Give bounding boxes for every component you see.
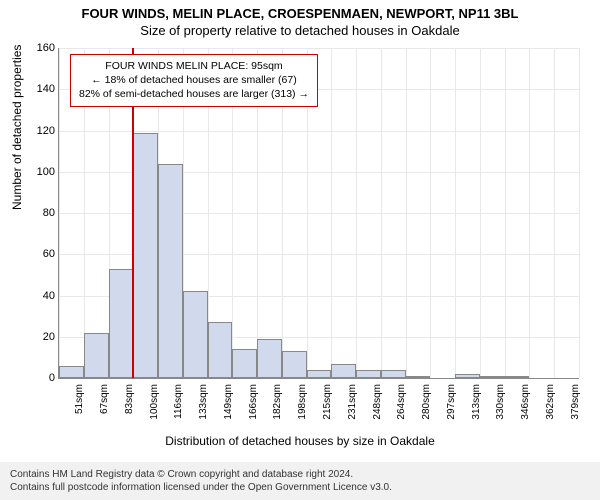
ytick-label: 160 <box>25 42 55 54</box>
histogram-bar <box>282 351 307 378</box>
histogram-bar <box>455 374 480 378</box>
histogram-bar <box>356 370 381 378</box>
ytick-label: 0 <box>25 372 55 384</box>
gridline-v <box>331 48 332 378</box>
histogram-bar <box>257 339 282 378</box>
xtick-label: 67sqm <box>99 384 110 434</box>
xtick-label: 248sqm <box>372 384 383 434</box>
xtick-label: 362sqm <box>545 384 556 434</box>
histogram-bar <box>158 164 183 379</box>
histogram-bar <box>109 269 134 378</box>
xtick-label: 313sqm <box>471 384 482 434</box>
gridline-v <box>480 48 481 378</box>
ytick-label: 120 <box>25 125 55 137</box>
gridline-v <box>406 48 407 378</box>
histogram-bar <box>84 333 109 378</box>
gridline-v <box>505 48 506 378</box>
histogram-bar <box>208 322 233 378</box>
chart-container: FOUR WINDS, MELIN PLACE, CROESPENMAEN, N… <box>0 0 600 500</box>
xtick-label: 330sqm <box>495 384 506 434</box>
gridline-v <box>529 48 530 378</box>
xtick-label: 231sqm <box>347 384 358 434</box>
xtick-label: 346sqm <box>520 384 531 434</box>
xtick-label: 198sqm <box>297 384 308 434</box>
ytick-label: 20 <box>25 331 55 343</box>
info-line-1: FOUR WINDS MELIN PLACE: 95sqm <box>79 59 309 73</box>
xtick-label: 215sqm <box>322 384 333 434</box>
xtick-label: 379sqm <box>570 384 581 434</box>
ytick-label: 40 <box>25 290 55 302</box>
ytick-label: 60 <box>25 248 55 260</box>
info-line-2: ← 18% of detached houses are smaller (67… <box>79 73 309 87</box>
ytick-label: 80 <box>25 207 55 219</box>
xtick-label: 51sqm <box>74 384 85 434</box>
ytick-label: 100 <box>25 166 55 178</box>
xtick-label: 166sqm <box>248 384 259 434</box>
histogram-bar <box>331 364 356 378</box>
xtick-label: 264sqm <box>396 384 407 434</box>
footer: Contains HM Land Registry data © Crown c… <box>0 462 600 500</box>
y-axis-label: Number of detached properties <box>10 45 24 210</box>
gridline-v <box>59 48 60 378</box>
xtick-label: 116sqm <box>173 384 184 434</box>
gridline-v <box>356 48 357 378</box>
xtick-label: 280sqm <box>421 384 432 434</box>
ytick-label: 140 <box>25 83 55 95</box>
histogram-bar <box>406 376 431 378</box>
histogram-bar <box>232 349 257 378</box>
info-line-3: 82% of semi-detached houses are larger (… <box>79 87 309 101</box>
histogram-bar <box>505 376 530 378</box>
title-sub: Size of property relative to detached ho… <box>0 21 600 38</box>
histogram-bar <box>307 370 332 378</box>
xtick-label: 133sqm <box>198 384 209 434</box>
histogram-bar <box>183 291 208 378</box>
xtick-label: 83sqm <box>124 384 135 434</box>
title-main: FOUR WINDS, MELIN PLACE, CROESPENMAEN, N… <box>0 0 600 21</box>
gridline-h <box>59 131 579 132</box>
histogram-bar <box>59 366 84 378</box>
footer-line-2: Contains full postcode information licen… <box>10 481 590 494</box>
histogram-bar <box>381 370 406 378</box>
histogram-bar <box>133 133 158 378</box>
footer-line-1: Contains HM Land Registry data © Crown c… <box>10 468 590 481</box>
xtick-label: 182sqm <box>272 384 283 434</box>
xtick-label: 297sqm <box>446 384 457 434</box>
xtick-label: 100sqm <box>149 384 160 434</box>
gridline-h <box>59 48 579 49</box>
gridline-v <box>554 48 555 378</box>
gridline-v <box>455 48 456 378</box>
xtick-label: 149sqm <box>223 384 234 434</box>
info-box: FOUR WINDS MELIN PLACE: 95sqm ← 18% of d… <box>70 54 318 107</box>
histogram-bar <box>480 376 505 378</box>
x-axis-label: Distribution of detached houses by size … <box>0 434 600 448</box>
gridline-v <box>381 48 382 378</box>
gridline-v <box>430 48 431 378</box>
gridline-v <box>579 48 580 378</box>
